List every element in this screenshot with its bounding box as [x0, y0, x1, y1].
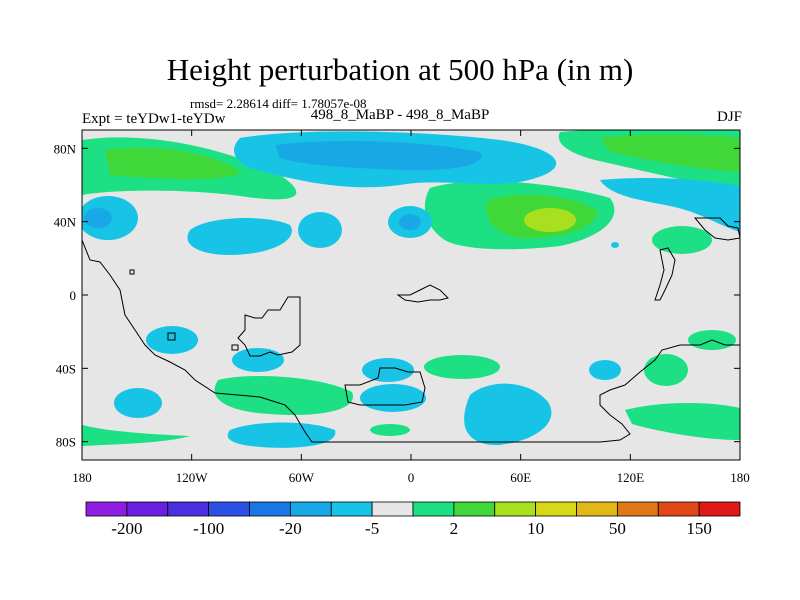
x-tick-label: 0 — [408, 470, 415, 485]
season-label: DJF — [716, 109, 742, 125]
coastline-small — [129, 269, 135, 275]
coastline-small — [231, 344, 239, 351]
contour-region — [187, 218, 292, 255]
contour-region — [370, 424, 410, 436]
x-tick-label: 60E — [510, 470, 531, 485]
y-axis: 80N 40N 0 40S 80S — [54, 141, 740, 450]
coastline-europe — [396, 284, 449, 303]
colorbar-swatch — [657, 501, 700, 517]
contour-region — [625, 403, 740, 440]
x-tick-label: 60W — [289, 470, 315, 485]
contour-region — [275, 140, 482, 171]
colorbar-swatch — [576, 501, 618, 517]
contour-region — [589, 360, 621, 380]
colorbar-label: 50 — [609, 519, 626, 538]
colorbar-label: 10 — [527, 519, 544, 538]
contour-region — [600, 134, 740, 172]
colorbar-label: -200 — [111, 519, 142, 538]
contour-region — [84, 208, 112, 228]
colorbar-swatch — [698, 501, 741, 517]
x-tick-label: 180 — [730, 470, 750, 485]
y-tick-label: 40N — [54, 215, 77, 230]
colorbar-swatch — [535, 501, 577, 517]
colorbar-swatch — [208, 501, 250, 517]
stats-line: rmsd= 2.28614 diff= 1.78057e-08 — [190, 96, 367, 111]
contour-region — [524, 208, 576, 232]
x-tick-label: 180 — [72, 470, 92, 485]
contour-region — [114, 388, 162, 418]
colorbar-swatch — [330, 501, 373, 517]
colorbar-label: -100 — [193, 519, 224, 538]
colorbar-swatch — [371, 501, 414, 517]
contour-region — [214, 376, 354, 416]
contour-region — [611, 242, 619, 248]
colorbar-label: -5 — [365, 519, 379, 538]
x-axis: 180 120W 60W 0 60E 120E 180 — [72, 130, 750, 485]
contour-region — [652, 226, 712, 254]
colorbar-swatch — [289, 501, 332, 517]
coastline-asia — [344, 367, 426, 406]
colorbar-swatch — [494, 501, 537, 517]
colorbar-swatch — [412, 501, 455, 517]
coastline-americas — [82, 239, 740, 443]
contour-region — [232, 348, 284, 372]
colorbar-label: 2 — [450, 519, 459, 538]
chart-title: Height perturbation at 500 hPa (in m) — [166, 52, 634, 87]
y-tick-label: 80S — [56, 435, 76, 450]
coastline-northeast — [693, 217, 740, 241]
x-tick-label: 120W — [176, 470, 209, 485]
colorbar: -200 -100 -20 -5 2 10 50 150 — [85, 501, 741, 538]
contour-region — [464, 383, 552, 446]
contour-region — [362, 358, 414, 382]
coastline-small — [167, 332, 176, 341]
case-label: 498_8_MaBP - 498_8_MaBP — [310, 107, 490, 123]
coastlines — [82, 217, 740, 443]
contour-region — [105, 147, 240, 180]
colorbar-swatch — [126, 501, 169, 517]
contour-region — [424, 355, 500, 379]
x-tick-label: 120E — [617, 470, 645, 485]
experiment-label: Expt = teYDw1-teYDw — [82, 111, 226, 127]
contour-region — [298, 212, 342, 248]
contour-region — [644, 354, 688, 386]
colorbar-swatch — [453, 501, 496, 517]
y-tick-label: 80N — [54, 141, 77, 156]
contour-region — [360, 384, 426, 412]
colorbar-swatch — [167, 501, 210, 517]
colorbar-label: 150 — [686, 519, 712, 538]
contour-region — [600, 178, 740, 232]
colorbar-swatch — [85, 501, 128, 517]
coastline-africa — [237, 296, 301, 357]
y-tick-label: 0 — [70, 288, 77, 303]
contour-region — [227, 422, 336, 448]
y-tick-label: 40S — [56, 361, 76, 376]
contour-region — [399, 214, 421, 230]
colorbar-label: -20 — [279, 519, 302, 538]
contour-fields — [82, 130, 740, 448]
contour-region — [82, 425, 190, 446]
colorbar-swatch — [616, 501, 659, 517]
coastline-pacific-isle — [654, 247, 676, 301]
colorbar-swatch — [249, 501, 291, 517]
